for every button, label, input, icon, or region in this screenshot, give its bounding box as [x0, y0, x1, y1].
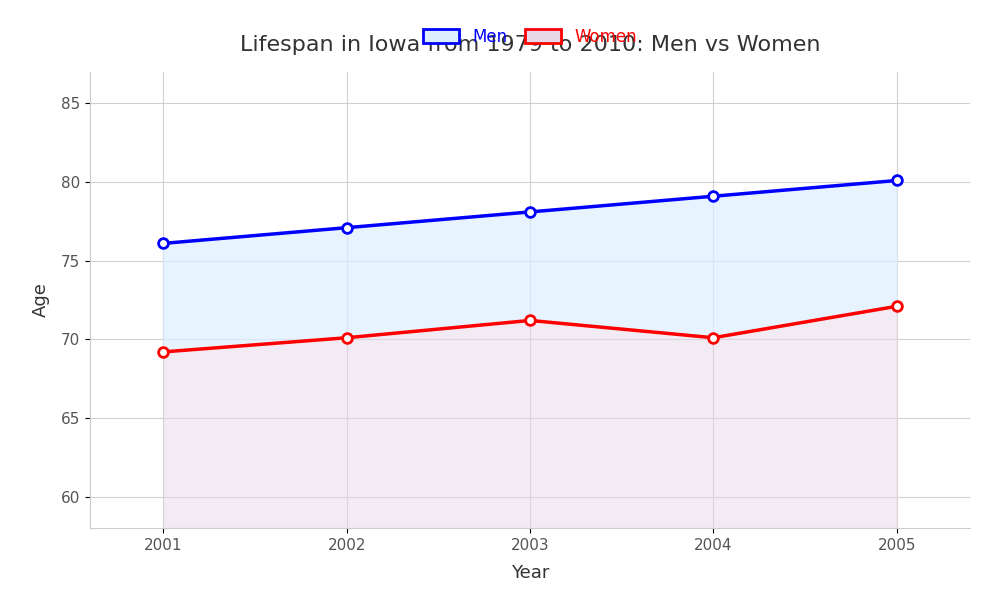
Title: Lifespan in Iowa from 1979 to 2010: Men vs Women: Lifespan in Iowa from 1979 to 2010: Men … — [240, 35, 820, 55]
Y-axis label: Age: Age — [32, 283, 50, 317]
Legend: Men, Women: Men, Women — [416, 21, 644, 52]
X-axis label: Year: Year — [511, 564, 549, 582]
